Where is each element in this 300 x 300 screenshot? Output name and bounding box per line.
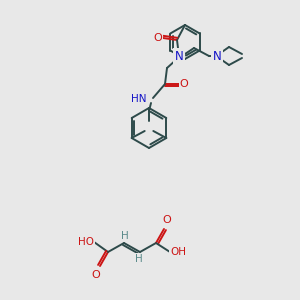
Text: H: H (135, 254, 143, 264)
Text: HN: HN (130, 94, 146, 104)
Text: O: O (180, 79, 188, 89)
Text: O: O (154, 33, 162, 43)
Text: OH: OH (170, 247, 186, 257)
Text: HO: HO (78, 237, 94, 247)
Text: N: N (175, 50, 183, 62)
Text: N: N (213, 50, 221, 62)
Text: H: H (121, 231, 129, 241)
Text: O: O (163, 215, 171, 225)
Text: O: O (92, 270, 100, 280)
